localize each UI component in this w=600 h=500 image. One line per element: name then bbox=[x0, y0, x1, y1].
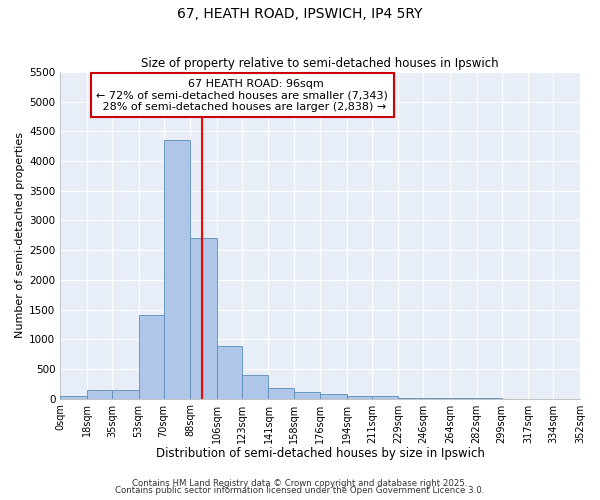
Bar bbox=[190, 238, 217, 398]
Bar bbox=[217, 346, 242, 399]
Bar bbox=[347, 396, 372, 398]
X-axis label: Distribution of semi-detached houses by size in Ipswich: Distribution of semi-detached houses by … bbox=[156, 447, 485, 460]
Bar bbox=[87, 390, 112, 398]
Bar bbox=[139, 316, 164, 398]
Bar bbox=[164, 140, 190, 398]
Text: Contains public sector information licensed under the Open Government Licence 3.: Contains public sector information licen… bbox=[115, 486, 485, 495]
Y-axis label: Number of semi-detached properties: Number of semi-detached properties bbox=[15, 132, 25, 338]
Text: Contains HM Land Registry data © Crown copyright and database right 2025.: Contains HM Land Registry data © Crown c… bbox=[132, 478, 468, 488]
Bar bbox=[293, 392, 320, 398]
Text: 67 HEATH ROAD: 96sqm
← 72% of semi-detached houses are smaller (7,343)
 28% of s: 67 HEATH ROAD: 96sqm ← 72% of semi-detac… bbox=[96, 78, 388, 112]
Text: 67, HEATH ROAD, IPSWICH, IP4 5RY: 67, HEATH ROAD, IPSWICH, IP4 5RY bbox=[177, 8, 423, 22]
Bar bbox=[320, 394, 347, 398]
Bar bbox=[268, 388, 293, 398]
Title: Size of property relative to semi-detached houses in Ipswich: Size of property relative to semi-detach… bbox=[142, 56, 499, 70]
Bar bbox=[242, 375, 268, 398]
Bar bbox=[112, 390, 139, 398]
Bar bbox=[60, 396, 87, 398]
Bar bbox=[372, 396, 398, 398]
